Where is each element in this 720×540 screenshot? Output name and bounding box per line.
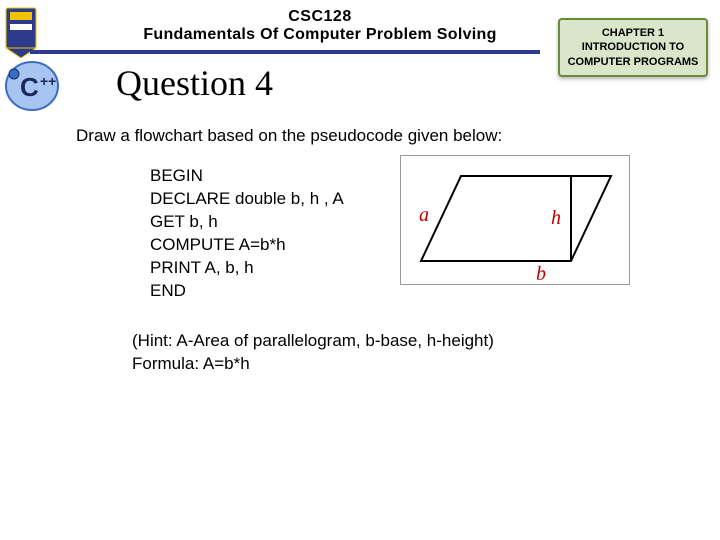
pseudo-line-3: GET b, h (150, 211, 344, 234)
question-title: Question 4 (116, 62, 273, 104)
pseudocode-block: BEGIN DECLARE double b, h , A GET b, h C… (150, 165, 344, 303)
label-h: h (551, 207, 561, 229)
label-a: a (419, 204, 429, 226)
pseudo-line-5: PRINT A, b, h (150, 257, 344, 280)
pseudo-line-4: COMPUTE A=b*h (150, 234, 344, 257)
course-code: CSC128 (100, 8, 540, 26)
chapter-line-1: CHAPTER 1 (562, 26, 704, 40)
chapter-line-3: COMPUTER PROGRAMS (562, 55, 704, 69)
slide-header: CSC128 Fundamentals Of Computer Problem … (100, 8, 540, 44)
chapter-line-2: INTRODUCTION TO (562, 40, 704, 54)
chapter-badge: CHAPTER 1 INTRODUCTION TO COMPUTER PROGR… (558, 18, 708, 77)
instruction-text: Draw a flowchart based on the pseudocode… (76, 126, 502, 146)
parallelogram-diagram: a h b (400, 155, 630, 285)
svg-text:++: ++ (40, 73, 56, 89)
header-divider (30, 50, 540, 54)
cpp-logo: C ++ (2, 56, 72, 116)
svg-text:C: C (20, 72, 39, 102)
hint-line-2: Formula: A=b*h (132, 353, 494, 376)
pseudo-line-2: DECLARE double b, h , A (150, 188, 344, 211)
pseudo-line-6: END (150, 280, 344, 303)
hint-block: (Hint: A-Area of parallelogram, b-base, … (132, 330, 494, 376)
label-b: b (536, 263, 546, 285)
hint-line-1: (Hint: A-Area of parallelogram, b-base, … (132, 330, 494, 353)
pseudo-line-1: BEGIN (150, 165, 344, 188)
course-title: Fundamentals Of Computer Problem Solving (100, 26, 540, 44)
